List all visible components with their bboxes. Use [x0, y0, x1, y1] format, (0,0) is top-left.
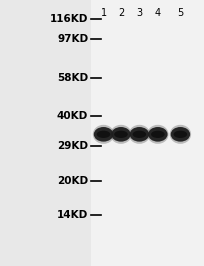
Text: 97KD: 97KD [57, 34, 88, 44]
Ellipse shape [111, 127, 130, 142]
Text: 58KD: 58KD [57, 73, 88, 84]
Ellipse shape [150, 131, 164, 138]
Text: 2: 2 [117, 8, 123, 18]
Ellipse shape [128, 125, 149, 144]
Text: 5: 5 [176, 8, 183, 18]
Text: 116KD: 116KD [50, 14, 88, 24]
Ellipse shape [93, 127, 113, 142]
Text: 40KD: 40KD [57, 111, 88, 121]
Ellipse shape [173, 131, 186, 138]
Text: 20KD: 20KD [57, 176, 88, 186]
Ellipse shape [132, 131, 145, 138]
Ellipse shape [110, 125, 131, 144]
Text: 14KD: 14KD [57, 210, 88, 221]
Text: 4: 4 [154, 8, 160, 18]
Ellipse shape [170, 127, 189, 142]
Ellipse shape [129, 127, 149, 142]
Ellipse shape [96, 131, 110, 138]
Ellipse shape [114, 131, 127, 138]
Text: 1: 1 [100, 8, 106, 18]
Bar [0, 0, 91, 266]
Text: 29KD: 29KD [57, 141, 88, 151]
Ellipse shape [146, 125, 168, 144]
Ellipse shape [147, 127, 167, 142]
Ellipse shape [169, 125, 190, 144]
Text: 3: 3 [136, 8, 142, 18]
Bar [91, 0, 204, 266]
Ellipse shape [92, 125, 114, 144]
